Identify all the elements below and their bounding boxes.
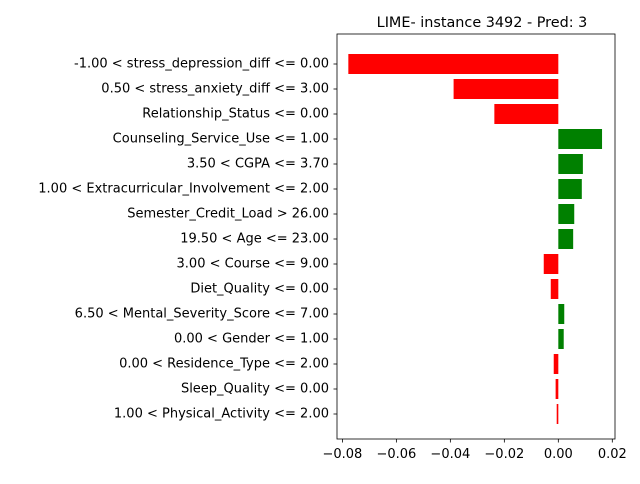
x-tick-label: −0.08 xyxy=(322,447,362,462)
x-tick-label: −0.06 xyxy=(376,447,416,462)
y-tick-label: 6.50 < Mental_Severity_Score <= 7.00 xyxy=(75,307,329,322)
y-tick-label: 0.00 < Gender <= 1.00 xyxy=(174,332,329,347)
bar-15 xyxy=(556,404,559,424)
y-tick-labels: -1.00 < stress_depression_diff <= 0.00 0.… xyxy=(38,57,337,422)
y-tick-label: 0.50 < stress_anxiety_diff <= 3.00 xyxy=(101,82,329,97)
bar-7 xyxy=(558,204,575,224)
bar-4 xyxy=(558,129,603,149)
y-tick-label: 3.50 < CGPA <= 3.70 xyxy=(187,157,329,172)
y-tick-label: -1.00 < stress_depression_diff <= 0.00 xyxy=(74,57,329,72)
y-tick-label: Relationship_Status <= 0.00 xyxy=(142,107,329,122)
bar-14 xyxy=(555,379,559,399)
bar-2 xyxy=(453,79,559,99)
y-tick-label: 19.50 < Age <= 23.00 xyxy=(180,232,329,247)
y-tick-label: Sleep_Quality <= 0.00 xyxy=(181,382,329,397)
bar-8 xyxy=(558,229,574,249)
y-tick-label: Diet_Quality <= 0.00 xyxy=(190,282,329,297)
bar-9 xyxy=(543,254,559,274)
x-tick-label: 0.00 xyxy=(544,447,573,462)
bar-1 xyxy=(348,54,559,74)
y-tick-label: 1.00 < Extracurricular_Involvement <= 2.… xyxy=(38,182,329,197)
axes-frame xyxy=(336,33,616,440)
bar-3 xyxy=(494,104,559,124)
bar-11 xyxy=(558,304,565,324)
bar-12 xyxy=(558,329,564,349)
bar-6 xyxy=(558,179,582,199)
x-ticks: −0.08 −0.06 −0.04 −0.02 0.00 0.02 xyxy=(322,439,627,462)
bars-layer xyxy=(348,54,603,424)
bar-5 xyxy=(558,154,583,174)
y-tick-label: Semester_Credit_Load > 26.00 xyxy=(127,207,329,222)
y-tick-label: 0.00 < Residence_Type <= 2.00 xyxy=(119,357,329,372)
y-tick-label: 1.00 < Physical_Activity <= 2.00 xyxy=(114,407,329,422)
y-tick-label: Counseling_Service_Use <= 1.00 xyxy=(113,132,329,147)
bar-13 xyxy=(553,354,559,374)
x-tick-label: 0.02 xyxy=(598,447,627,462)
y-tick-label: 3.00 < Course <= 9.00 xyxy=(177,257,329,272)
chart-title: LIME- instance 3492 - Pred: 3 xyxy=(377,15,588,31)
x-tick-label: −0.02 xyxy=(484,447,524,462)
x-tick-label: −0.04 xyxy=(430,447,470,462)
bar-10 xyxy=(550,279,559,299)
